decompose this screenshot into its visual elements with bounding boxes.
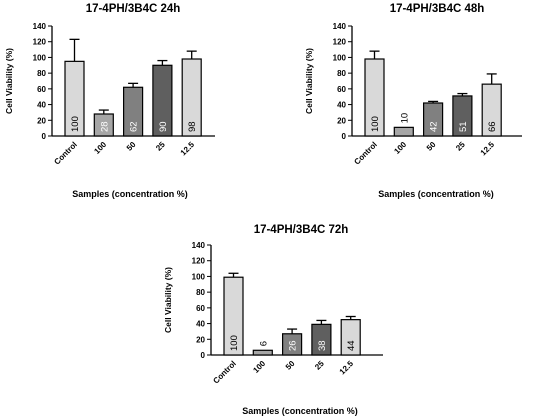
y-tick-label: 100 bbox=[33, 53, 47, 62]
y-tick-label: 80 bbox=[37, 69, 46, 78]
category-label: 12.5 bbox=[179, 140, 197, 158]
y-tick-label: 80 bbox=[196, 288, 205, 297]
bar bbox=[223, 276, 244, 356]
data-label: 28 bbox=[99, 121, 110, 132]
data-label: 100 bbox=[370, 116, 381, 132]
data-label: 38 bbox=[317, 340, 328, 351]
data-label: 90 bbox=[158, 121, 169, 132]
x-axis-label: Samples (concentration %) bbox=[378, 189, 494, 199]
bar bbox=[93, 113, 114, 137]
y-tick-label: 100 bbox=[192, 272, 206, 281]
y-axis-label: Cell Viability (%) bbox=[304, 48, 314, 114]
y-tick-label: 60 bbox=[196, 304, 205, 313]
y-tick-label: 80 bbox=[337, 69, 346, 78]
y-tick-label: 60 bbox=[37, 85, 46, 94]
y-tick-label: 20 bbox=[37, 116, 46, 125]
chart-72h: 17-4PH/3B4C 72h Cell Viability (%) 0 20 40 60… bbox=[163, 224, 383, 416]
data-label: 66 bbox=[487, 121, 498, 132]
bar bbox=[452, 95, 473, 137]
y-tick-label: 60 bbox=[337, 85, 346, 94]
data-label: 100 bbox=[229, 335, 240, 351]
chart-title: 17-4PH/3B4C 24h bbox=[86, 3, 181, 15]
category-label: 100 bbox=[92, 140, 108, 156]
category-label: 50 bbox=[284, 359, 297, 372]
y-tick-label: 140 bbox=[192, 241, 206, 250]
category-label: 50 bbox=[125, 140, 138, 153]
data-label: 10 bbox=[399, 113, 410, 124]
data-label: 44 bbox=[346, 340, 357, 351]
bar bbox=[423, 102, 444, 137]
y-tick-label: 100 bbox=[333, 53, 347, 62]
category-label: 100 bbox=[251, 359, 267, 375]
bar bbox=[340, 319, 361, 356]
category-label: 12.5 bbox=[338, 359, 356, 377]
chart-24h: 17-4PH/3B4C 24h Cell Viability (%) 0 20 40 60… bbox=[4, 3, 215, 199]
y-tick-label: 140 bbox=[33, 22, 47, 31]
data-label: 26 bbox=[288, 340, 299, 351]
data-label: 51 bbox=[458, 121, 469, 132]
chart-title: 17-4PH/3B4C 48h bbox=[390, 3, 485, 15]
bar bbox=[64, 60, 85, 137]
data-label: 100 bbox=[70, 116, 81, 132]
y-tick-label: 40 bbox=[337, 101, 346, 110]
bar bbox=[282, 333, 303, 356]
chart-48h: 17-4PH/3B4C 48h Cell Viability (%) 0 20 40 60… bbox=[304, 3, 522, 199]
y-tick-label: 20 bbox=[196, 335, 205, 344]
bar bbox=[481, 83, 502, 137]
category-label: Control bbox=[211, 359, 237, 385]
bar bbox=[311, 323, 332, 356]
y-tick-label: 40 bbox=[37, 101, 46, 110]
bar bbox=[393, 126, 414, 137]
y-tick-label: 0 bbox=[201, 351, 206, 360]
y-tick-label: 140 bbox=[333, 22, 347, 31]
chart-title: 17-4PH/3B4C 72h bbox=[254, 224, 349, 236]
y-axis-label: Cell Viability (%) bbox=[163, 267, 173, 333]
category-label: 25 bbox=[154, 140, 167, 153]
y-tick-label: 120 bbox=[333, 38, 347, 47]
bar bbox=[364, 58, 385, 137]
x-axis-label: Samples (concentration %) bbox=[72, 189, 188, 199]
bar bbox=[252, 349, 273, 356]
data-label: 6 bbox=[258, 341, 269, 346]
category-label: 12.5 bbox=[479, 140, 497, 158]
bar bbox=[122, 86, 144, 137]
category-label: 25 bbox=[313, 359, 326, 372]
y-tick-label: 120 bbox=[192, 257, 206, 266]
data-label: 98 bbox=[187, 121, 198, 132]
y-tick-label: 120 bbox=[33, 38, 47, 47]
category-label: 50 bbox=[425, 140, 438, 153]
category-label: Control bbox=[52, 140, 78, 166]
category-label: Control bbox=[352, 140, 378, 166]
y-axis-label: Cell Viability (%) bbox=[4, 48, 14, 114]
y-tick-label: 20 bbox=[337, 116, 346, 125]
x-axis-label: Samples (concentration %) bbox=[242, 406, 358, 416]
data-label: 42 bbox=[429, 121, 440, 132]
category-label: 100 bbox=[392, 140, 408, 156]
bar bbox=[181, 58, 202, 137]
y-tick-label: 40 bbox=[196, 320, 205, 329]
bar bbox=[152, 64, 173, 137]
y-tick-label: 0 bbox=[42, 132, 47, 141]
y-tick-label: 0 bbox=[342, 132, 347, 141]
category-label: 25 bbox=[454, 140, 467, 153]
data-label: 62 bbox=[129, 121, 140, 132]
